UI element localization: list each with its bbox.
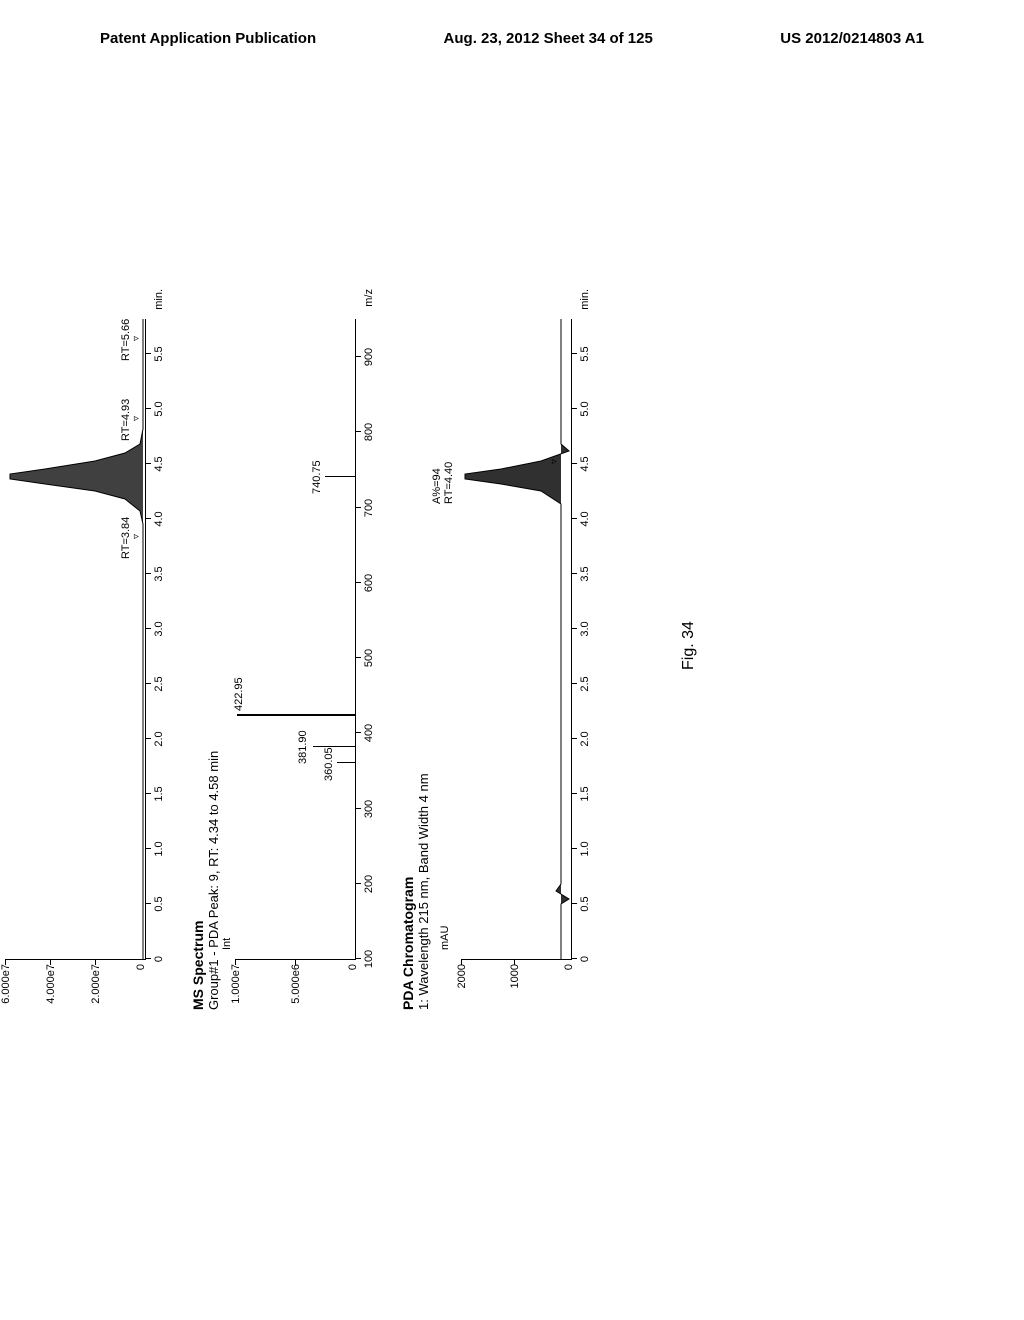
xtick: 4.0 bbox=[579, 511, 591, 526]
xtick: 1.5 bbox=[153, 786, 165, 801]
panel-pda-chromatogram: PDA Chromatogram 1: Wavelength 215 nm, B… bbox=[400, 290, 572, 1010]
panel3-title: PDA Chromatogram bbox=[400, 290, 416, 1010]
xtick: 0.5 bbox=[579, 896, 591, 911]
ms-peak bbox=[337, 762, 355, 763]
xtick: 3.0 bbox=[579, 621, 591, 636]
xtick: 300 bbox=[363, 800, 375, 818]
panel3-ylabel: mAU bbox=[439, 290, 451, 950]
ytick: 0 bbox=[347, 964, 359, 1014]
panel2-title: MS Spectrum bbox=[190, 290, 206, 1010]
page-header: Patent Application Publication Aug. 23, … bbox=[0, 0, 1024, 57]
xtick: 3.5 bbox=[579, 566, 591, 581]
ytick-mark bbox=[50, 959, 51, 965]
peak-label: 381.90 bbox=[297, 730, 309, 764]
annotation-line2: RT=4.40 bbox=[443, 462, 455, 504]
panel3-trace bbox=[461, 319, 571, 959]
xtick: 0.5 bbox=[153, 896, 165, 911]
figure-area: MS Chromatogram Group#1 Scan(+) ESI : TI… bbox=[0, 290, 1024, 1010]
ytick-mark bbox=[514, 959, 515, 965]
ytick: 1.000e7 bbox=[230, 964, 242, 1014]
ytick: 2000 bbox=[456, 964, 468, 1014]
figure-caption: Fig. 34 bbox=[680, 621, 698, 670]
xtick: 1.0 bbox=[153, 841, 165, 856]
panel3-chart: 2000 1000 0 A%=94 RT=4.40 ▿ 0 0.5 1.0 1.… bbox=[461, 319, 572, 960]
ytick-mark bbox=[95, 959, 96, 965]
xtick: 3.0 bbox=[153, 621, 165, 636]
xtick: 100 bbox=[363, 950, 375, 968]
xtick: 200 bbox=[363, 875, 375, 893]
x-unit: min. bbox=[153, 289, 165, 310]
header-center: Aug. 23, 2012 Sheet 34 of 125 bbox=[444, 30, 653, 47]
ytick-mark bbox=[5, 959, 6, 965]
header-right: US 2012/0214803 A1 bbox=[780, 30, 924, 47]
x-unit: m/z bbox=[363, 289, 375, 307]
xtick: 5.5 bbox=[153, 346, 165, 361]
ytick: 4.000e7 bbox=[45, 964, 57, 1014]
panel2-chart: 1.000e7 5.000e6 0 360.05 381.90 422.95 7… bbox=[235, 319, 356, 960]
ytick-mark bbox=[235, 959, 236, 965]
ms-peak bbox=[237, 714, 355, 716]
panel1-ylabel: Int bbox=[0, 290, 3, 950]
xtick: 4.5 bbox=[153, 456, 165, 471]
xtick: 900 bbox=[363, 348, 375, 366]
arrow-icon: ▿ bbox=[131, 416, 142, 421]
xtick: 2.0 bbox=[153, 731, 165, 746]
arrow-icon: ▿ bbox=[131, 534, 142, 539]
ms-peak bbox=[325, 476, 355, 477]
xtick: 800 bbox=[363, 423, 375, 441]
panel-ms-chromatogram: MS Chromatogram Group#1 Scan(+) ESI : TI… bbox=[0, 290, 146, 1010]
ytick-mark bbox=[461, 959, 462, 965]
ytick: 6.000e7 bbox=[0, 964, 12, 1014]
ytick-mark bbox=[295, 959, 296, 965]
x-unit: min. bbox=[579, 289, 591, 310]
xtick: 1.0 bbox=[579, 841, 591, 856]
xtick: 500 bbox=[363, 649, 375, 667]
xtick: 2.0 bbox=[579, 731, 591, 746]
xtick: 5.5 bbox=[579, 346, 591, 361]
header-left: Patent Application Publication bbox=[100, 30, 316, 47]
xtick: 2.5 bbox=[579, 676, 591, 691]
xtick: 3.5 bbox=[153, 566, 165, 581]
ytick: 0 bbox=[563, 964, 575, 1014]
panel-ms-spectrum: MS Spectrum Group#1 - PDA Peak: 9, RT: 4… bbox=[190, 290, 356, 1010]
arrow-icon: ▿ bbox=[131, 336, 142, 341]
peak-label: 360.05 bbox=[323, 747, 335, 781]
panel3-annotation: A%=94 RT=4.40 bbox=[431, 462, 455, 504]
xtick: 4.0 bbox=[153, 511, 165, 526]
peak-label: 740.75 bbox=[311, 460, 323, 494]
panel1-chart: 6.000e7 4.000e7 2.000e7 0 RT=3.84 ▿ RT=4… bbox=[5, 319, 146, 960]
arrow-icon: ▿ bbox=[549, 459, 560, 464]
xtick: 4.5 bbox=[579, 456, 591, 471]
ytick: 0 bbox=[135, 964, 147, 1014]
xtick: 700 bbox=[363, 499, 375, 517]
xtick: 0 bbox=[579, 956, 591, 962]
ytick: 1000 bbox=[509, 964, 521, 1014]
peak-label: 422.95 bbox=[233, 677, 245, 711]
annotation-line1: A%=94 bbox=[431, 462, 443, 504]
xtick: 0 bbox=[153, 956, 165, 962]
panel2-subtitle: Group#1 - PDA Peak: 9, RT: 4.34 to 4.58 … bbox=[206, 290, 221, 1010]
ytick: 2.000e7 bbox=[90, 964, 102, 1014]
xtick: 1.5 bbox=[579, 786, 591, 801]
ytick: 5.000e6 bbox=[290, 964, 302, 1014]
peak-label: RT=4.38 bbox=[0, 455, 3, 497]
xtick: 400 bbox=[363, 724, 375, 742]
xtick: 2.5 bbox=[153, 676, 165, 691]
xtick: 5.0 bbox=[579, 401, 591, 416]
panel2-ylabel: Int bbox=[221, 290, 233, 950]
xtick: 600 bbox=[363, 574, 375, 592]
panel3-subtitle: 1: Wavelength 215 nm, Band Width 4 nm bbox=[416, 290, 431, 1010]
xtick: 5.0 bbox=[153, 401, 165, 416]
ms-peak bbox=[313, 746, 355, 747]
